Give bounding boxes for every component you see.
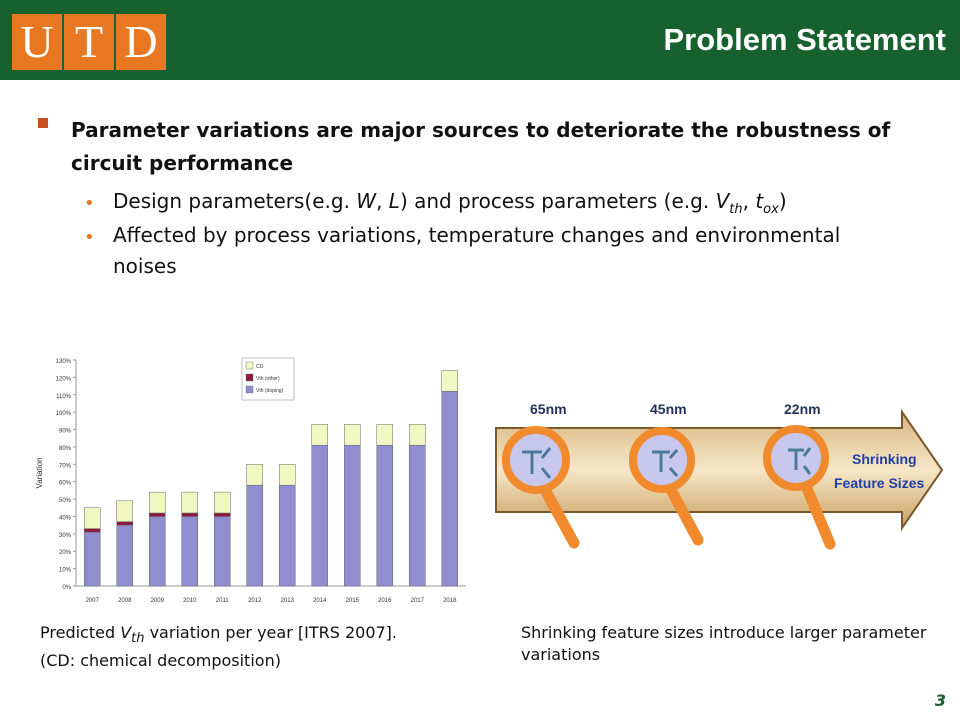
bar-segment: [376, 424, 393, 446]
x-tick-label: 2007: [86, 598, 100, 604]
bar-segment: [279, 484, 296, 587]
arrow-shape: [495, 408, 944, 532]
square-bullet-icon: [38, 118, 48, 128]
y-tick-label: 90%: [59, 429, 72, 435]
logo-letter-t: T: [64, 14, 114, 70]
x-tick-label: 2017: [411, 598, 425, 604]
bar-segment: [181, 516, 198, 587]
bar-segment: [409, 424, 426, 446]
dot-bullet-icon: •: [84, 227, 95, 248]
sub-bullet-text: Affected by process variations, temperat…: [113, 223, 841, 278]
legend-swatch: [245, 385, 254, 394]
magnifier-65nm-icon: [502, 426, 580, 549]
dot-bullet-icon: •: [84, 193, 95, 214]
bar-segment: [214, 491, 231, 514]
sub-bullet-text: Design parameters(e.g. W, L) and process…: [113, 189, 787, 217]
node-label-22nm: 22nm: [784, 401, 821, 417]
logo-letter-d: D: [116, 14, 166, 70]
y-axis-label: Variation: [35, 458, 44, 489]
bar-segment: [279, 464, 296, 486]
x-tick-label: 2016: [378, 598, 392, 604]
legend-label: Vth (doping): [256, 388, 284, 394]
main-bullet: Parameter variations are major sources t…: [38, 114, 948, 180]
bar-segment: [441, 370, 458, 392]
bar-segment: [344, 444, 361, 587]
bar-segment: [441, 391, 458, 587]
y-tick-label: 100%: [56, 411, 72, 417]
bar-segment: [344, 424, 361, 446]
legend-label: Vth (other): [256, 376, 280, 382]
bar-segment: [149, 491, 166, 514]
y-tick-label: 10%: [59, 568, 72, 574]
logo-letter-u: U: [12, 14, 62, 70]
magnifier-45nm-icon: [629, 427, 704, 546]
vth-variation-chart: 0% 10% 20% 30% 40% 50% 60% 70% 80% 90% 100% 110% 120…: [35, 357, 466, 604]
shrinking-label: Shrinking: [852, 451, 917, 467]
y-tick-label: 50%: [59, 498, 72, 504]
bar-segment: [311, 424, 328, 446]
bar-segment: [149, 512, 166, 517]
bar-segment: [116, 524, 133, 587]
figure-caption: Shrinking feature sizes introduce larger…: [521, 623, 927, 664]
feature-sizes-label: Feature Sizes: [834, 475, 924, 491]
bar-segment: [409, 444, 426, 587]
x-tick-label: 2008: [118, 598, 132, 604]
legend-label: CD: [256, 364, 264, 370]
bar-segment: [116, 521, 133, 526]
y-tick-label: 30%: [59, 533, 72, 539]
y-tick-label: 130%: [56, 359, 72, 365]
y-tick-label: 0%: [62, 585, 71, 591]
x-tick-label: 2014: [313, 598, 327, 604]
bar-segment: [116, 500, 133, 522]
y-tick-label: 120%: [56, 376, 72, 382]
x-tick-label: 2018: [443, 598, 457, 604]
bar-segment: [246, 464, 263, 486]
y-tick-label: 80%: [59, 446, 72, 452]
shrinking-feature-sizes-figure: 65nm 45nm 22nm Shrinking Feature Sizes: [495, 401, 944, 550]
bar-segment: [246, 484, 263, 587]
y-tick-label: 20%: [59, 550, 72, 556]
page-number: 3: [934, 691, 946, 710]
y-tick-label: 60%: [59, 481, 72, 487]
bar-segment: [376, 444, 393, 587]
bar-segment: [181, 512, 198, 517]
x-tick-label: 2010: [183, 598, 197, 604]
x-tick-label: 2015: [346, 598, 360, 604]
bar-segment: [84, 528, 101, 533]
x-tick-label: 2012: [248, 598, 262, 604]
bar-segment: [214, 512, 231, 517]
x-tick-label: 2009: [151, 598, 165, 604]
legend-swatch: [245, 373, 254, 382]
y-tick-label: 40%: [59, 515, 72, 521]
legend-swatch: [245, 361, 254, 370]
magnifier-22nm-icon: [763, 425, 836, 550]
bar-segment: [181, 491, 198, 514]
y-tick-label: 110%: [56, 394, 72, 400]
bar-segment: [84, 531, 101, 587]
slide-title: Problem Statement: [663, 22, 946, 57]
bar-segment: [311, 444, 328, 587]
node-label-45nm: 45nm: [650, 401, 687, 417]
header-bar: U T D Problem Statement: [0, 0, 960, 80]
bar-segment: [84, 507, 101, 529]
node-label-65nm: 65nm: [530, 401, 567, 417]
sub-bullet-affected: • Affected by process variations, temper…: [84, 220, 904, 282]
y-tick-label: 70%: [59, 463, 72, 469]
x-tick-label: 2011: [216, 598, 230, 604]
chart-caption: Predicted Vth variation per year [ITRS 2…: [40, 623, 398, 671]
bar-segment: [214, 516, 231, 587]
x-tick-label: 2013: [281, 598, 295, 604]
main-bullet-text: Parameter variations are major sources t…: [71, 118, 891, 175]
sub-bullet-design-parameters: • Design parameters(e.g. W, L) and proce…: [84, 186, 904, 225]
bar-segment: [149, 516, 166, 587]
